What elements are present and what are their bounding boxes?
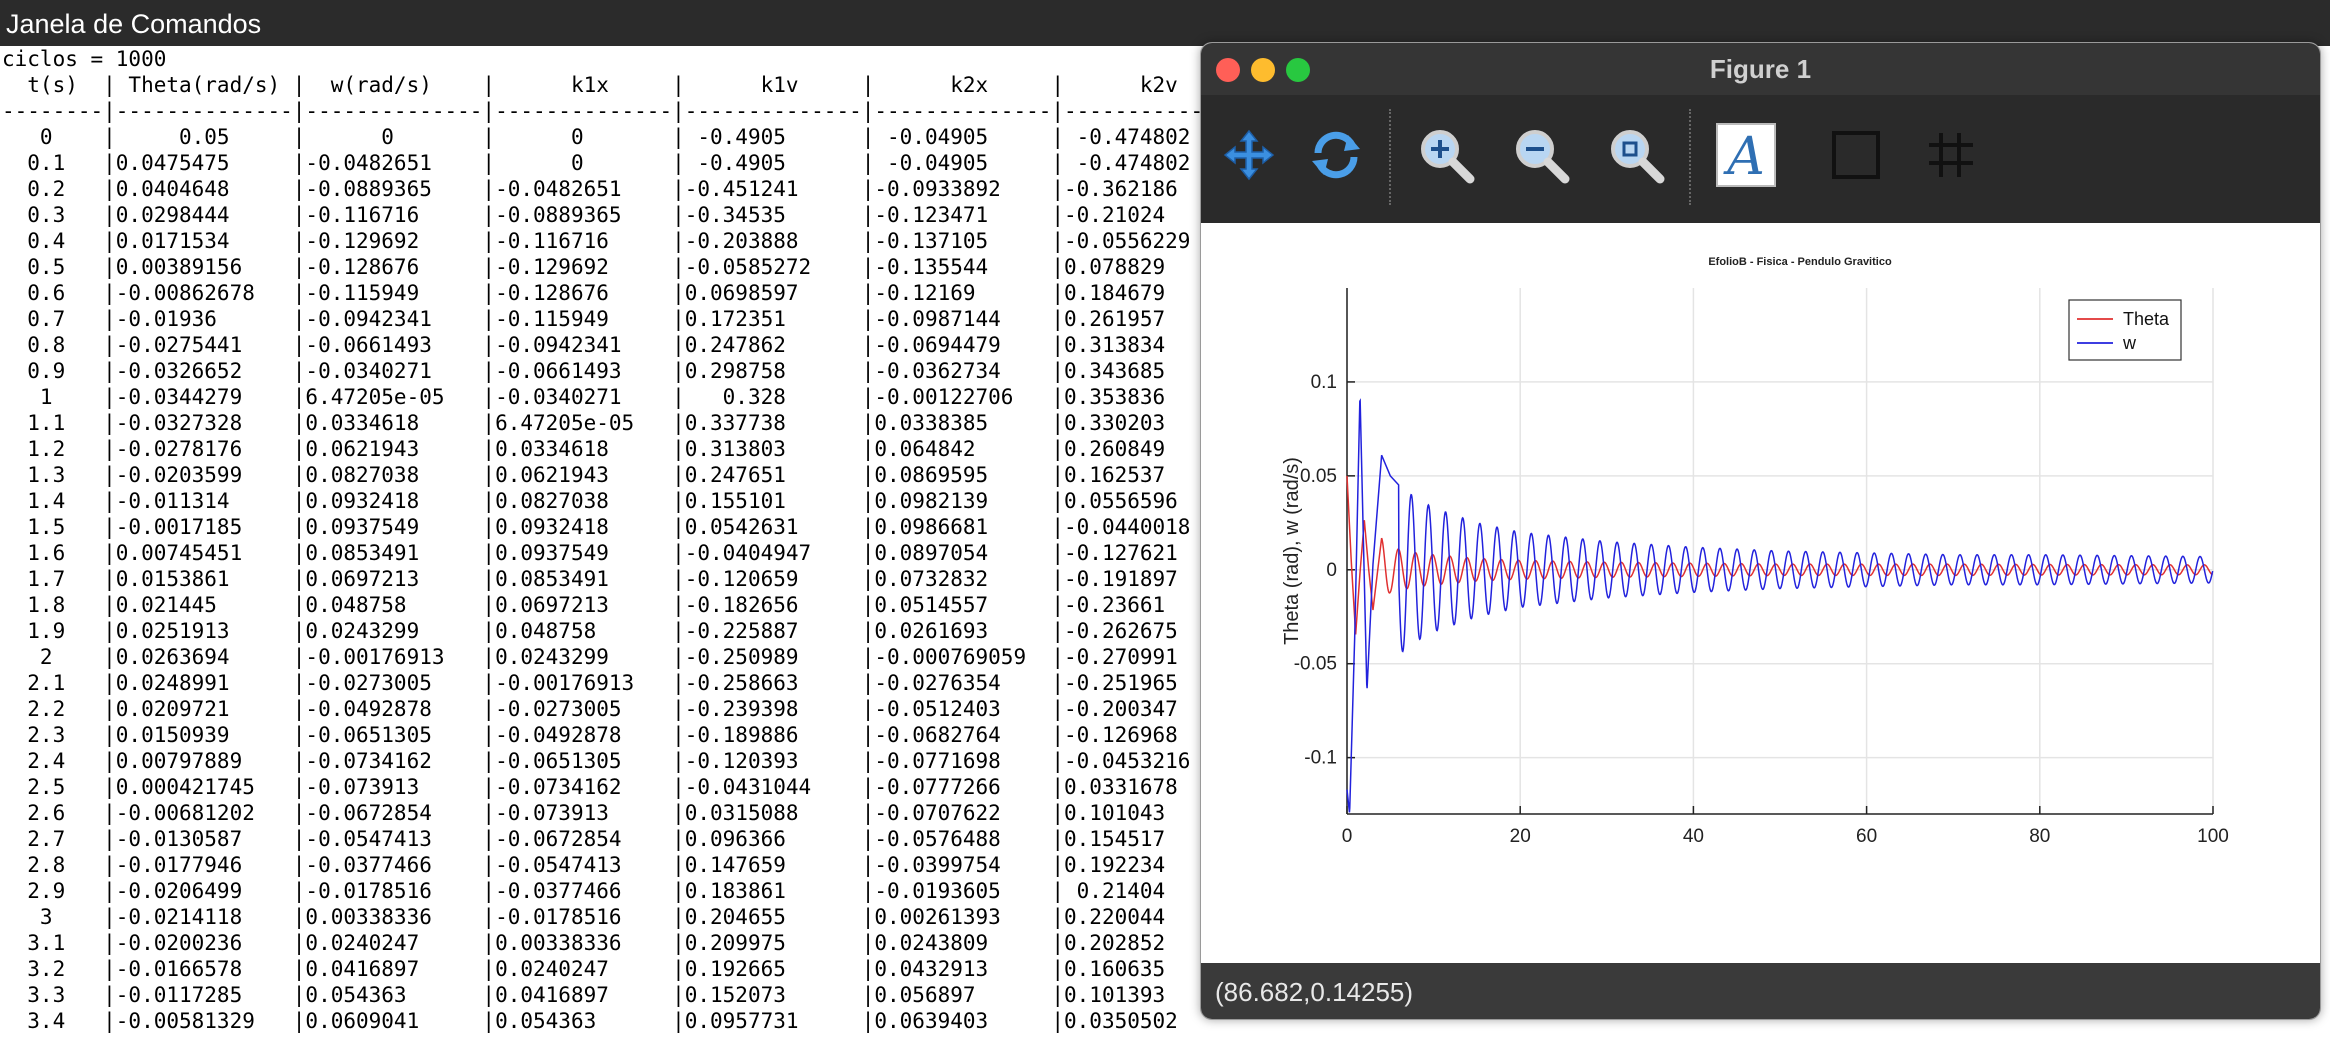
zoom-auto-button[interactable] (1596, 115, 1676, 195)
y-tick-label: -0.1 (1304, 748, 1337, 769)
command-window-output[interactable]: ciclos = 1000 t(s) | Theta(rad/s) | w(ra… (0, 46, 1200, 1042)
series-line-theta (1346, 475, 2213, 635)
zoom-auto-icon (1611, 130, 1665, 184)
plot-area[interactable]: 0 20 40 60 80 100 -0.1 -0.05 0 0.05 0.1 EfolioB - F… (1201, 223, 2320, 963)
x-tick-label: 60 (1856, 826, 1877, 847)
y-tick-label: 0.05 (1300, 466, 1337, 487)
figure-window[interactable]: Figure 1 (1200, 42, 2321, 1020)
pan-icon (1223, 129, 1275, 181)
y-axis-label: Theta (rad), w (rad/s) (1281, 457, 1303, 645)
box-tool-button[interactable] (1816, 115, 1896, 195)
x-tick-label: 0 (1342, 826, 1353, 847)
text-icon: A (1716, 123, 1776, 187)
rotate-icon (1312, 131, 1360, 179)
y-tick-label: -0.05 (1294, 654, 1337, 675)
x-tick-label: 80 (2029, 826, 2050, 847)
zoom-out-icon (1516, 130, 1570, 184)
grid-icon (1929, 133, 1973, 177)
figure-toolbar: A (1201, 95, 2320, 224)
box-icon (1832, 131, 1880, 179)
chart-title: EfolioB - Fisica - Pendulo Gravitico (1708, 256, 1892, 268)
figure-title: Figure 1 (1709, 54, 1812, 84)
console-text: ciclos = 1000 t(s) | Theta(rad/s) | w(ra… (2, 47, 1200, 1033)
legend-label-theta: Theta (2123, 309, 2170, 329)
legend-box (2068, 299, 2182, 361)
series-line-w (1346, 398, 2214, 813)
y-tick-label: 0 (1326, 560, 1337, 581)
x-tick-label: 40 (1683, 826, 1704, 847)
text-tool-button[interactable]: A (1706, 115, 1786, 195)
figure-titlebar[interactable]: Figure 1 (1201, 43, 2320, 95)
svg-text:A: A (1723, 127, 1765, 187)
command-window-title: Janela de Comandos (0, 0, 2330, 46)
chart[interactable]: 0 20 40 60 80 100 -0.1 -0.05 0 0.05 0.1 EfolioB - F… (1201, 223, 2320, 963)
zoom-in-icon (1421, 130, 1475, 184)
y-tick-label: 0.1 (1311, 372, 1337, 393)
minimize-button[interactable] (1251, 58, 1275, 82)
x-tick-label: 100 (2197, 826, 2229, 847)
status-coordinates: (86.682,0.14255) (1201, 963, 2320, 1019)
zoom-in-button[interactable] (1406, 115, 1486, 195)
legend-label-w: w (2122, 333, 2137, 353)
x-tick-label: 20 (1510, 826, 1531, 847)
close-button[interactable] (1216, 58, 1240, 82)
grid-tool-button[interactable] (1911, 115, 1991, 195)
maximize-button[interactable] (1286, 58, 1310, 82)
pan-button[interactable] (1209, 115, 1289, 195)
rotate-button[interactable] (1296, 115, 1376, 195)
zoom-out-button[interactable] (1501, 115, 1581, 195)
